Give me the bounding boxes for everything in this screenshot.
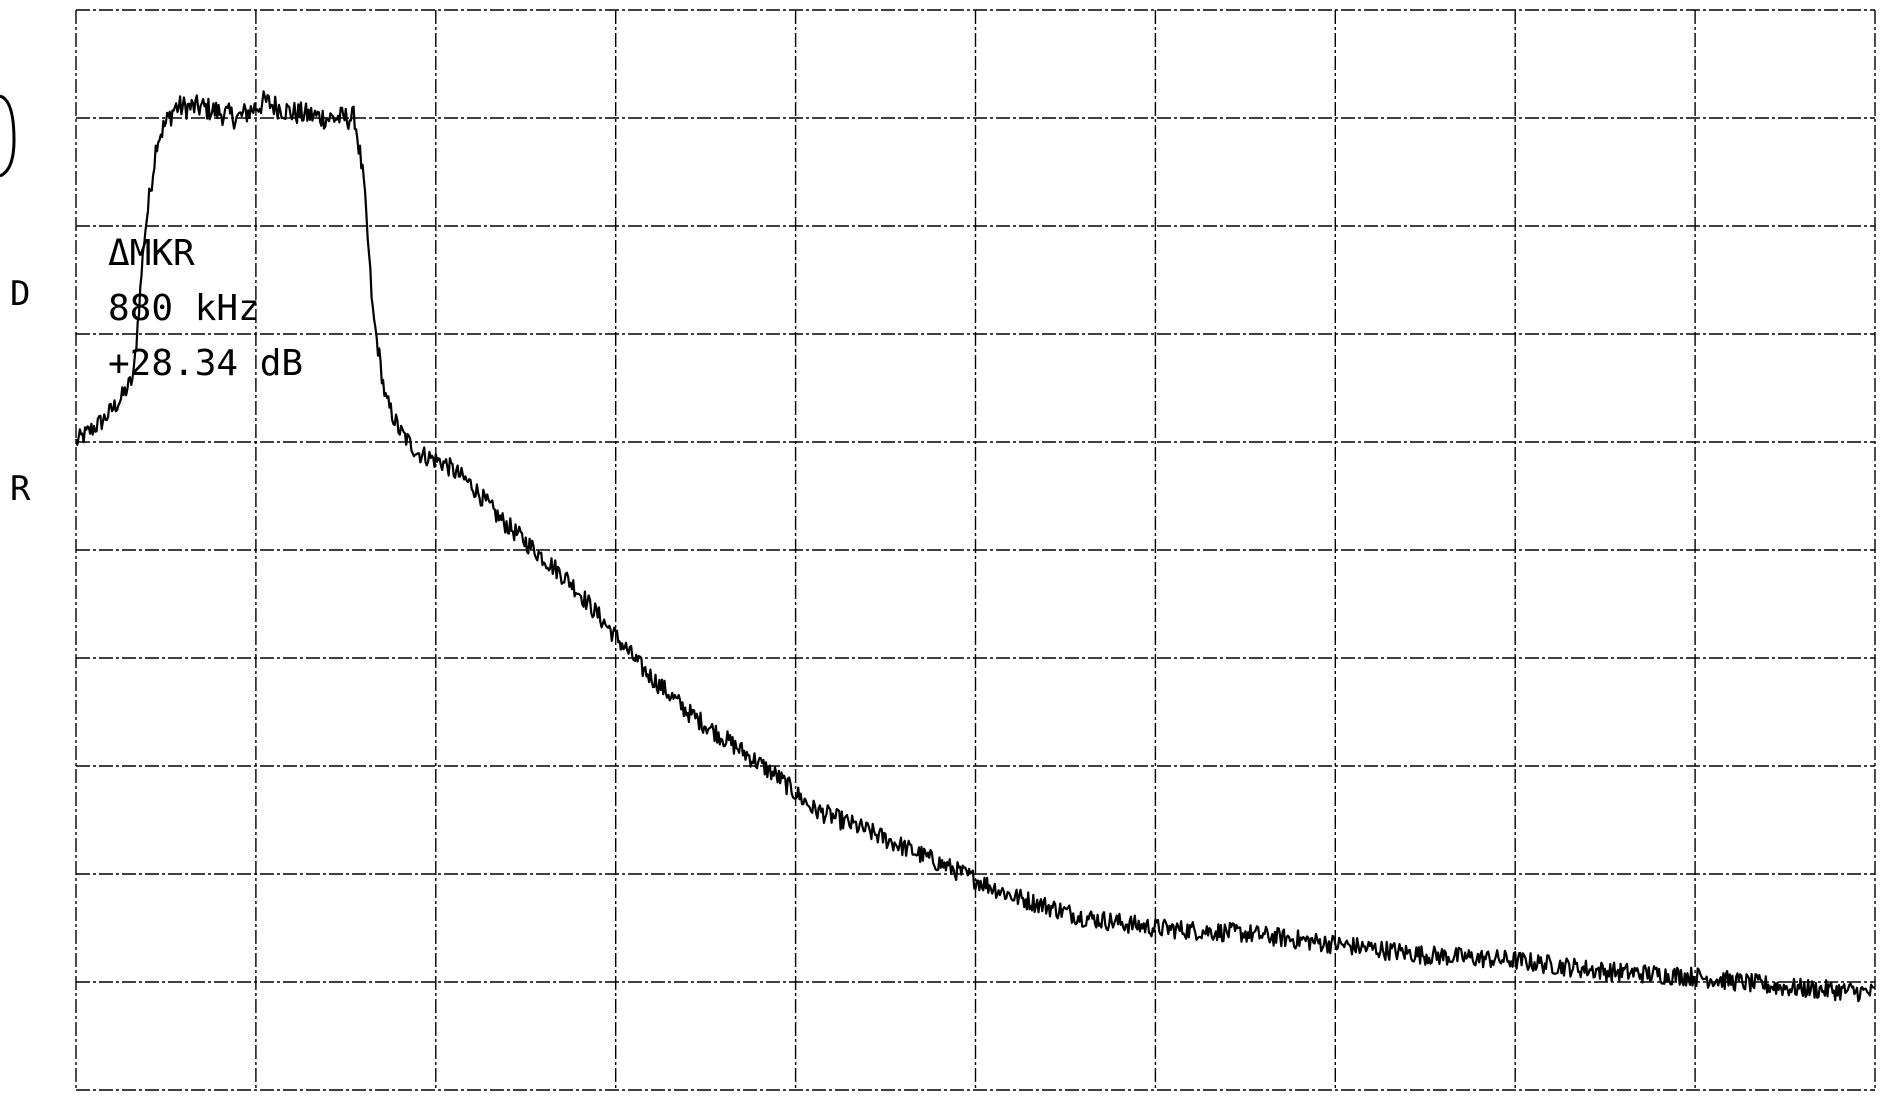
marker-readout-level: +28.34 dB [108, 343, 303, 384]
marker-readout-frequency: 880 kHz [108, 288, 260, 329]
left-label-d: D [10, 274, 30, 314]
left-bracket-mark [0, 94, 16, 178]
marker-readout-label: ΔMKR [108, 233, 195, 274]
graticule-grid [75, 9, 1876, 1091]
left-label-r: R [10, 469, 31, 509]
spectrum-trace [74, 90, 1876, 1003]
